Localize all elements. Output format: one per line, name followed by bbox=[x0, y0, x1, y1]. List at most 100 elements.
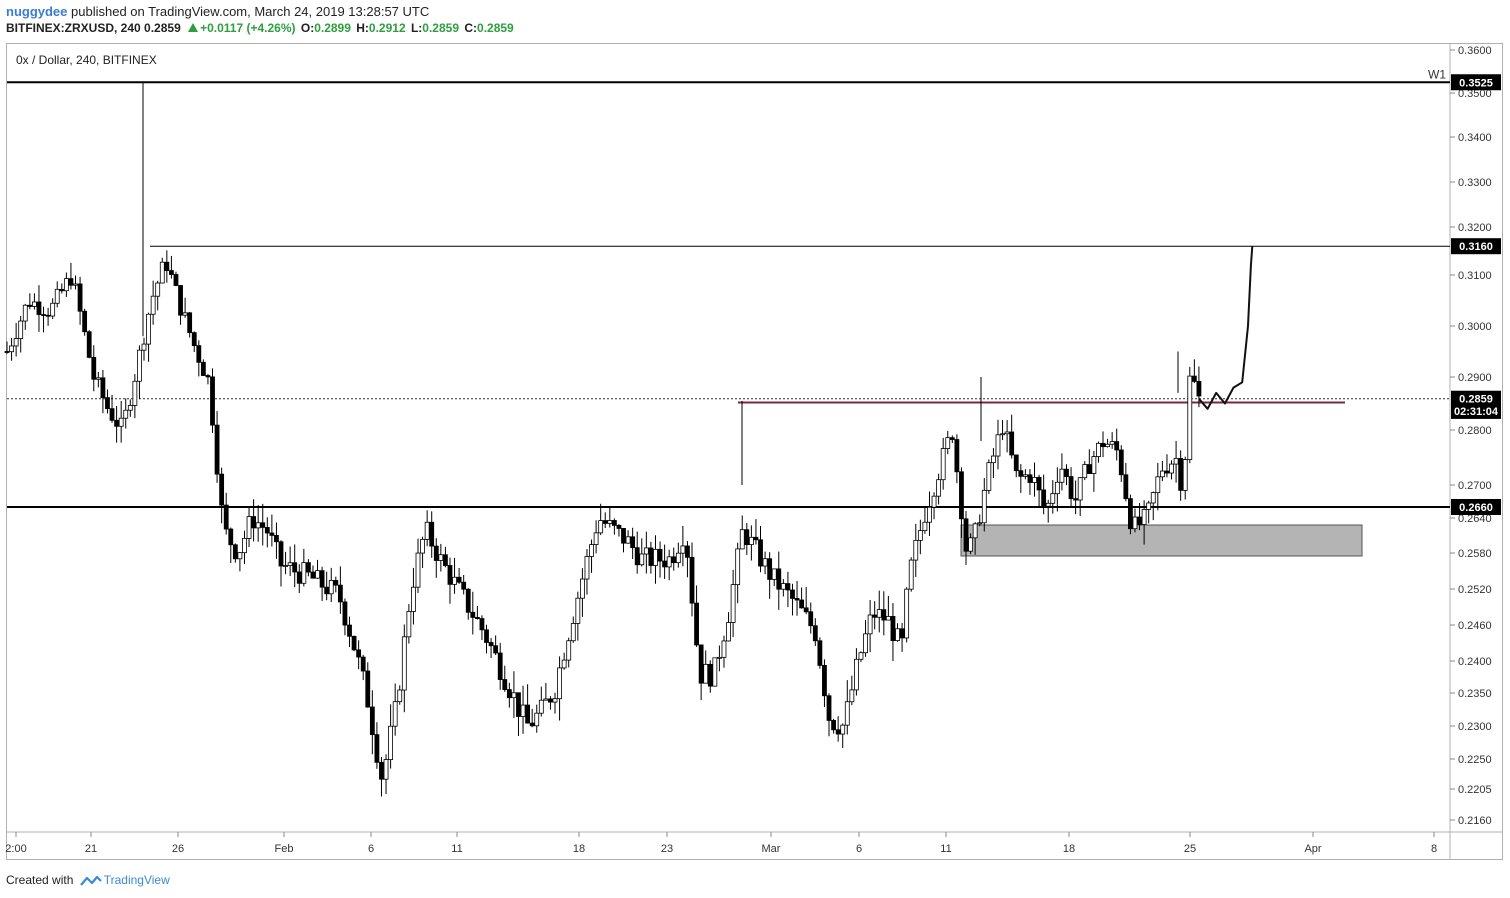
candle-body bbox=[392, 701, 398, 727]
open-value: 0.2899 bbox=[314, 21, 351, 35]
candle-body bbox=[666, 556, 672, 568]
candle-body bbox=[214, 424, 220, 475]
candle-body bbox=[95, 377, 101, 380]
candle-body bbox=[319, 570, 325, 588]
x-tick-label: Feb bbox=[275, 843, 294, 855]
candle-body bbox=[557, 667, 562, 700]
candle-body bbox=[890, 616, 896, 641]
candle-body bbox=[310, 571, 316, 579]
candle-body bbox=[374, 734, 380, 763]
support-zone bbox=[960, 524, 1363, 557]
y-tick-label: 0.2520 bbox=[1458, 584, 1492, 596]
candle-body bbox=[369, 706, 375, 736]
candle-body bbox=[137, 349, 142, 382]
candle-body bbox=[529, 722, 535, 727]
price-label-text: 02:31:04 bbox=[1454, 406, 1499, 418]
candle-body bbox=[831, 720, 836, 731]
candle-body bbox=[274, 535, 279, 543]
candle-body bbox=[182, 312, 188, 316]
y-tick-label: 0.2400 bbox=[1458, 656, 1492, 668]
candle-body bbox=[730, 584, 736, 623]
x-tick-label: 6 bbox=[368, 843, 374, 855]
candle-body bbox=[155, 282, 161, 297]
candle-body bbox=[200, 361, 206, 376]
candle-body bbox=[1187, 375, 1193, 460]
candle-body bbox=[643, 547, 649, 555]
candle-body bbox=[1022, 474, 1028, 477]
price-label-text: 0.2859 bbox=[1459, 394, 1493, 406]
candle-body bbox=[767, 558, 773, 580]
x-tick-label: 23 bbox=[661, 843, 673, 855]
candle-body bbox=[913, 539, 919, 561]
candle-body bbox=[333, 580, 339, 586]
candle-body bbox=[438, 554, 444, 561]
y-tick-label: 0.3600 bbox=[1458, 45, 1492, 57]
candle-body bbox=[210, 376, 215, 426]
candle-body bbox=[342, 601, 348, 626]
candle-body bbox=[443, 554, 448, 566]
candle-body bbox=[388, 725, 394, 760]
candle-body bbox=[406, 611, 412, 638]
candle-body bbox=[1009, 431, 1015, 456]
candle-body bbox=[927, 506, 932, 523]
candle-body bbox=[899, 628, 905, 639]
candle-body bbox=[191, 332, 197, 347]
candle-body bbox=[954, 439, 960, 473]
price-label-text: 0.2660 bbox=[1459, 502, 1493, 514]
candle-body bbox=[611, 520, 617, 526]
candle-body bbox=[237, 552, 243, 560]
candle-body bbox=[538, 699, 544, 714]
candle-body bbox=[625, 536, 631, 544]
candle-body bbox=[424, 521, 430, 540]
candle-body bbox=[593, 532, 599, 546]
candle-body bbox=[1041, 489, 1047, 507]
candle-body bbox=[347, 624, 352, 637]
y-tick-label: 0.3400 bbox=[1458, 132, 1492, 144]
candle-body bbox=[324, 586, 330, 595]
candle-body bbox=[187, 312, 193, 334]
candle-body bbox=[995, 434, 1001, 457]
candle-body bbox=[474, 617, 480, 619]
arrow-up-icon bbox=[188, 23, 199, 32]
x-tick-label: 18 bbox=[1063, 843, 1075, 855]
candle-body bbox=[685, 545, 690, 558]
candle-body bbox=[251, 516, 257, 529]
candle-body bbox=[32, 301, 37, 307]
candle-body bbox=[639, 553, 645, 566]
y-tick-label: 0.3000 bbox=[1458, 321, 1492, 333]
projection-path bbox=[1198, 246, 1254, 410]
publish-info: nuggydee published on TradingView.com, M… bbox=[6, 4, 429, 19]
candle-body bbox=[465, 588, 471, 613]
candle-body bbox=[936, 479, 942, 497]
candle-body bbox=[164, 261, 170, 271]
candle-body bbox=[1164, 470, 1170, 474]
tradingview-link[interactable]: TradingView bbox=[103, 873, 170, 887]
price-change: +0.0117 (+4.26%) bbox=[200, 21, 296, 35]
candle-body bbox=[255, 522, 261, 529]
candle-body bbox=[109, 408, 115, 421]
candle-body bbox=[1118, 449, 1124, 476]
candle-body bbox=[429, 521, 435, 547]
candle-body bbox=[712, 657, 718, 687]
candle-body bbox=[822, 664, 827, 697]
candle-body bbox=[858, 652, 864, 660]
y-tick-label: 0.3500 bbox=[1458, 88, 1492, 100]
y-tick-label: 0.2800 bbox=[1458, 425, 1492, 437]
author-name[interactable]: nuggydee bbox=[6, 4, 68, 19]
candle-body bbox=[780, 583, 786, 590]
candle-body bbox=[511, 692, 517, 699]
x-tick-label: 2:00 bbox=[5, 843, 26, 855]
candle-body bbox=[278, 541, 284, 567]
price-label-text: 0.3525 bbox=[1459, 77, 1493, 89]
candle-body bbox=[1105, 443, 1110, 448]
candle-body bbox=[292, 562, 298, 573]
candle-body bbox=[1059, 468, 1065, 483]
candle-body bbox=[717, 656, 722, 659]
candle-body bbox=[1155, 476, 1161, 494]
y-tick-label: 0.2640 bbox=[1458, 513, 1492, 525]
candle-body bbox=[566, 640, 572, 661]
symbol: BITFINEX:ZRXUSD, 240 bbox=[6, 21, 141, 35]
candle-body bbox=[13, 338, 19, 347]
candle-body bbox=[420, 538, 425, 554]
